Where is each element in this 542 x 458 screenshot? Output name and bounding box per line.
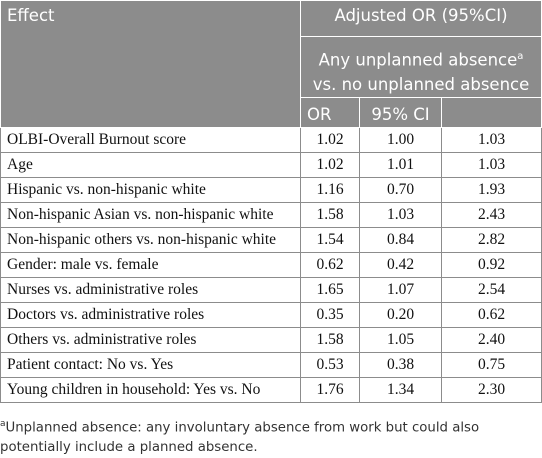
or-cell: 1.02 bbox=[300, 151, 360, 178]
ci-column-header: 95% CI bbox=[359, 96, 442, 128]
effect-cell: Hispanic vs. non-hispanic white bbox=[0, 176, 301, 203]
table-row: Non-hispanic Asian vs. non-hispanic whit… bbox=[0, 201, 542, 228]
table-row: Patient contact: No vs. Yes 0.53 0.38 0.75 bbox=[0, 351, 542, 378]
table-row: Nurses vs. administrative roles 1.65 1.07 2… bbox=[0, 276, 542, 303]
table-row: OLBI-Overall Burnout score 1.02 1.00 1.03 bbox=[0, 126, 542, 153]
or-cell: 0.53 bbox=[300, 351, 360, 378]
effect-cell: Age bbox=[0, 151, 301, 178]
ci-upper-cell: 2.54 bbox=[441, 276, 542, 303]
odds-ratio-table-container: Effect Adjusted OR (95%CI) Any unplanned… bbox=[0, 0, 542, 403]
effect-cell: Doctors vs. administrative roles bbox=[0, 301, 301, 328]
ci-lower-cell: 1.05 bbox=[359, 326, 442, 353]
or-cell: 0.35 bbox=[300, 301, 360, 328]
ci-lower-cell: 0.20 bbox=[359, 301, 442, 328]
ci-upper-cell: 2.82 bbox=[441, 226, 542, 253]
ci-lower-cell: 1.03 bbox=[359, 201, 442, 228]
ci-lower-cell: 1.01 bbox=[359, 151, 442, 178]
or-cell: 1.65 bbox=[300, 276, 360, 303]
effect-cell: Gender: male vs. female bbox=[0, 251, 301, 278]
or-cell: 1.58 bbox=[300, 326, 360, 353]
effect-cell: OLBI-Overall Burnout score bbox=[0, 126, 301, 153]
subgroup-line2: vs. no unplanned absence bbox=[312, 74, 530, 94]
table-row: Others vs. administrative roles 1.58 1.05 2… bbox=[0, 326, 542, 353]
ci-lower-cell: 1.34 bbox=[359, 376, 442, 403]
unplanned-absence-header: Any unplanned absencea vs. no unplanned … bbox=[300, 36, 542, 98]
or-cell: 0.62 bbox=[300, 251, 360, 278]
ci-upper-cell: 2.43 bbox=[441, 201, 542, 228]
or-cell: 1.02 bbox=[300, 126, 360, 153]
ci-lower-cell: 1.07 bbox=[359, 276, 442, 303]
effect-cell: Non-hispanic others vs. non-hispanic whi… bbox=[0, 226, 301, 253]
ci-upper-cell: 1.03 bbox=[441, 151, 542, 178]
or-cell: 1.16 bbox=[300, 176, 360, 203]
ci-upper-column-header bbox=[441, 96, 542, 128]
table-row: Doctors vs. administrative roles 0.35 0.20… bbox=[0, 301, 542, 328]
odds-ratio-table: Effect Adjusted OR (95%CI) Any unplanned… bbox=[0, 0, 542, 403]
effect-cell: Non-hispanic Asian vs. non-hispanic whit… bbox=[0, 201, 301, 228]
ci-upper-cell: 0.92 bbox=[441, 251, 542, 278]
subgroup-line1: Any unplanned absence bbox=[318, 50, 518, 70]
ci-upper-cell: 0.75 bbox=[441, 351, 542, 378]
ci-lower-cell: 1.00 bbox=[359, 126, 442, 153]
footnote-marker: a bbox=[0, 419, 6, 429]
ci-upper-cell: 0.62 bbox=[441, 301, 542, 328]
ci-upper-cell: 1.03 bbox=[441, 126, 542, 153]
table-row: Non-hispanic others vs. non-hispanic whi… bbox=[0, 226, 542, 253]
footnote: aUnplanned absence: any involuntary abse… bbox=[0, 414, 540, 458]
or-cell: 1.58 bbox=[300, 201, 360, 228]
table-row: Gender: male vs. female 0.62 0.42 0.92 bbox=[0, 251, 542, 278]
adjusted-or-header: Adjusted OR (95%CI) bbox=[300, 0, 542, 37]
ci-lower-cell: 0.42 bbox=[359, 251, 442, 278]
ci-upper-cell: 1.93 bbox=[441, 176, 542, 203]
table-row: Age 1.02 1.01 1.03 bbox=[0, 151, 542, 178]
table-body: OLBI-Overall Burnout score 1.02 1.00 1.03 Ag… bbox=[0, 126, 542, 403]
effect-cell: Young children in household: Yes vs. No bbox=[0, 376, 301, 403]
ci-upper-cell: 2.40 bbox=[441, 326, 542, 353]
table-row: Hispanic vs. non-hispanic white 1.16 0.70 1… bbox=[0, 176, 542, 203]
ci-lower-cell: 0.84 bbox=[359, 226, 442, 253]
effect-cell: Patient contact: No vs. Yes bbox=[0, 351, 301, 378]
table-header: Effect Adjusted OR (95%CI) Any unplanned… bbox=[0, 0, 542, 128]
or-cell: 1.54 bbox=[300, 226, 360, 253]
ci-upper-cell: 2.30 bbox=[441, 376, 542, 403]
footnote-marker-header: a bbox=[517, 51, 524, 62]
footnote-text: Unplanned absence: any involuntary absen… bbox=[0, 420, 480, 456]
ci-lower-cell: 0.38 bbox=[359, 351, 442, 378]
effect-cell: Nurses vs. administrative roles bbox=[0, 276, 301, 303]
or-column-header: OR bbox=[300, 96, 360, 128]
effect-cell: Others vs. administrative roles bbox=[0, 326, 301, 353]
or-cell: 1.76 bbox=[300, 376, 360, 403]
table-row: Young children in household: Yes vs. No 1… bbox=[0, 376, 542, 403]
ci-lower-cell: 0.70 bbox=[359, 176, 442, 203]
effect-header: Effect bbox=[0, 0, 301, 128]
